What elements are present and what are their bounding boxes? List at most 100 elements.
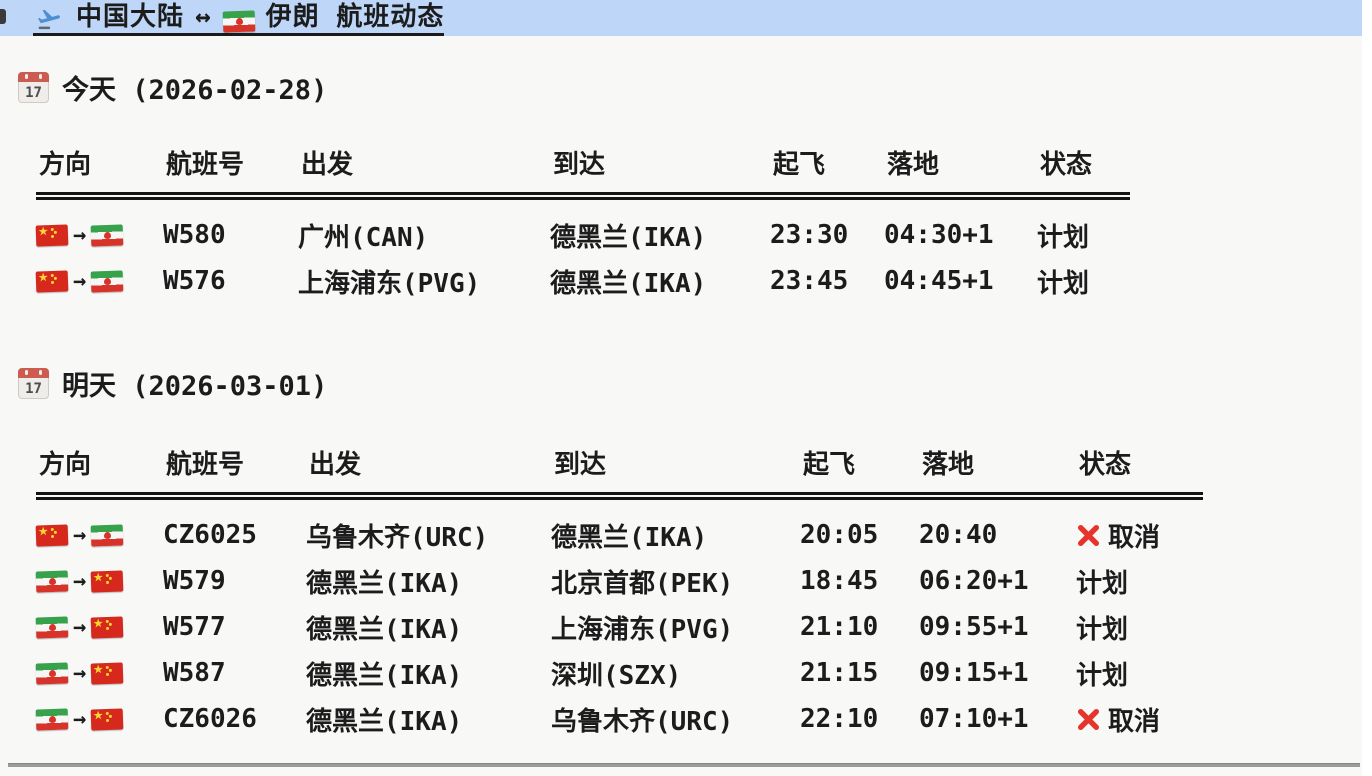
destination-flag-icon [90, 661, 124, 685]
flight-table-today: 方向 航班号 出发 到达 起飞 落地 状态 → W580 广州(CAN) 德黑兰… [0, 140, 1362, 304]
calendar-day-label: 17 [25, 380, 42, 397]
column-header-takeoff: 起飞 [773, 149, 826, 180]
flight-status-label: 取消 [1108, 522, 1161, 553]
departure-airport: 德黑兰(IKA) [306, 614, 463, 645]
origin-flag-icon [35, 223, 69, 247]
arrival-airport: 德黑兰(IKA) [550, 222, 707, 253]
destination-flag-icon [90, 523, 124, 547]
origin-flag-icon [35, 707, 69, 731]
calendar-icon: 17 [18, 368, 49, 399]
flight-row: → W576 上海浦东(PVG) 德黑兰(IKA) 23:45 04:45+1 … [0, 258, 1362, 304]
destination-flag-icon [90, 569, 124, 593]
departure-airport: 广州(CAN) [298, 222, 429, 253]
landing-time: 09:55+1 [919, 612, 1029, 642]
origin-flag-icon [35, 523, 69, 547]
title-region-china: 中国大陆 [76, 2, 185, 32]
flight-row: → W579 德黑兰(IKA) 北京首都(PEK) 18:45 06:20+1 … [0, 558, 1362, 604]
direction-flags: → [35, 568, 163, 594]
column-header-status: 状态 [1040, 149, 1093, 180]
direction-flags: → [35, 614, 163, 640]
column-header-departure: 出发 [301, 149, 354, 180]
flight-row: → W587 德黑兰(IKA) 深圳(SZX) 21:15 09:15+1 计划 [0, 650, 1362, 696]
column-header-arrival: 到达 [553, 149, 606, 180]
direction-flags: → [35, 222, 163, 248]
departure-airport: 上海浦东(PVG) [298, 268, 481, 299]
landing-time: 20:40 [919, 520, 998, 550]
flight-number: W580 [163, 220, 226, 250]
flight-table-tomorrow: 方向 航班号 出发 到达 起飞 落地 状态 → CZ6025 乌鲁木齐(URC)… [0, 440, 1362, 742]
calendar-icon: 17 [18, 72, 49, 103]
direction-flags: → [35, 268, 163, 294]
header-divider [36, 192, 1130, 200]
flight-number: W576 [163, 266, 226, 296]
column-header-takeoff: 起飞 [803, 449, 856, 480]
column-header-direction: 方向 [39, 449, 92, 480]
flight-status: 计划 [1076, 655, 1362, 692]
destination-flag-icon [90, 269, 124, 293]
takeoff-time: 18:45 [800, 566, 879, 596]
flight-status-label: 计划 [1076, 660, 1129, 691]
flight-status: 取消 [1076, 701, 1362, 738]
column-header-departure: 出发 [309, 449, 362, 480]
flight-row: → CZ6026 德黑兰(IKA) 乌鲁木齐(URC) 22:10 07:10+… [0, 696, 1362, 742]
origin-flag-icon [35, 569, 69, 593]
page-title: 中国大陆 ↔ 伊朗 航班动态 [33, 0, 445, 36]
flight-status-label: 计划 [1037, 222, 1090, 253]
table-body: → W580 广州(CAN) 德黑兰(IKA) 23:30 04:30+1 计划… [0, 212, 1362, 304]
title-arrow: ↔ [195, 2, 212, 32]
column-header-flight: 航班号 [166, 149, 245, 180]
flight-status-label: 取消 [1108, 706, 1161, 737]
landing-time: 09:15+1 [919, 658, 1029, 688]
flight-status: 计划 [1037, 263, 1362, 300]
calendar-day-label: 17 [25, 84, 42, 101]
direction-flags: → [35, 660, 163, 686]
title-region-iran: 伊朗 航班动态 [265, 2, 445, 32]
screen-edge-artifact [0, 9, 6, 24]
section-date-label: 今天 (2026-02-28) [62, 75, 328, 106]
flight-row: → W580 广州(CAN) 德黑兰(IKA) 23:30 04:30+1 计划 [0, 212, 1362, 258]
departure-airport: 德黑兰(IKA) [306, 568, 463, 599]
arrival-airport: 深圳(SZX) [551, 660, 682, 691]
column-header-flight: 航班号 [166, 449, 245, 480]
column-header-landing: 落地 [887, 149, 940, 180]
flight-status-label: 计划 [1037, 268, 1090, 299]
column-header-direction: 方向 [39, 149, 92, 180]
table-header-row: 方向 航班号 出发 到达 起飞 落地 状态 [0, 140, 1362, 184]
direction-arrow-icon: → [73, 568, 87, 594]
flight-row: → W577 德黑兰(IKA) 上海浦东(PVG) 21:10 09:55+1 … [0, 604, 1362, 650]
airplane-departure-icon [37, 9, 60, 30]
column-header-landing: 落地 [922, 449, 975, 480]
cancelled-icon [1077, 708, 1100, 730]
takeoff-time: 20:05 [800, 520, 879, 550]
direction-arrow-icon: → [73, 268, 87, 294]
direction-arrow-icon: → [73, 614, 87, 640]
column-header-arrival: 到达 [554, 449, 607, 480]
flight-number: W577 [163, 612, 226, 642]
takeoff-time: 23:30 [770, 220, 849, 250]
flight-status: 计划 [1076, 563, 1362, 600]
flight-number: W579 [163, 566, 226, 596]
section-heading-tomorrow: 17 明天 (2026-03-01) [18, 364, 327, 403]
arrival-airport: 德黑兰(IKA) [551, 522, 708, 553]
cancelled-icon [1077, 524, 1100, 546]
arrival-airport: 北京首都(PEK) [551, 568, 734, 599]
iran-flag-icon [222, 10, 256, 33]
takeoff-time: 21:10 [800, 612, 879, 642]
departure-airport: 德黑兰(IKA) [306, 706, 463, 737]
flight-status: 计划 [1037, 217, 1362, 254]
direction-arrow-icon: → [73, 660, 87, 686]
departure-airport: 乌鲁木齐(URC) [306, 522, 489, 553]
flight-status: 取消 [1076, 517, 1362, 554]
direction-arrow-icon: → [73, 222, 87, 248]
section-date-label: 明天 (2026-03-01) [62, 371, 328, 402]
destination-flag-icon [90, 615, 124, 639]
table-body: → CZ6025 乌鲁木齐(URC) 德黑兰(IKA) 20:05 20:40 … [0, 512, 1362, 742]
direction-flags: → [35, 707, 163, 732]
flight-number: W587 [163, 658, 226, 688]
flight-status-label: 计划 [1076, 568, 1129, 599]
flight-number: CZ6025 [163, 520, 257, 550]
section-heading-today: 17 今天 (2026-02-28) [18, 68, 327, 107]
header-divider [36, 492, 1203, 500]
flight-status: 计划 [1076, 609, 1362, 646]
